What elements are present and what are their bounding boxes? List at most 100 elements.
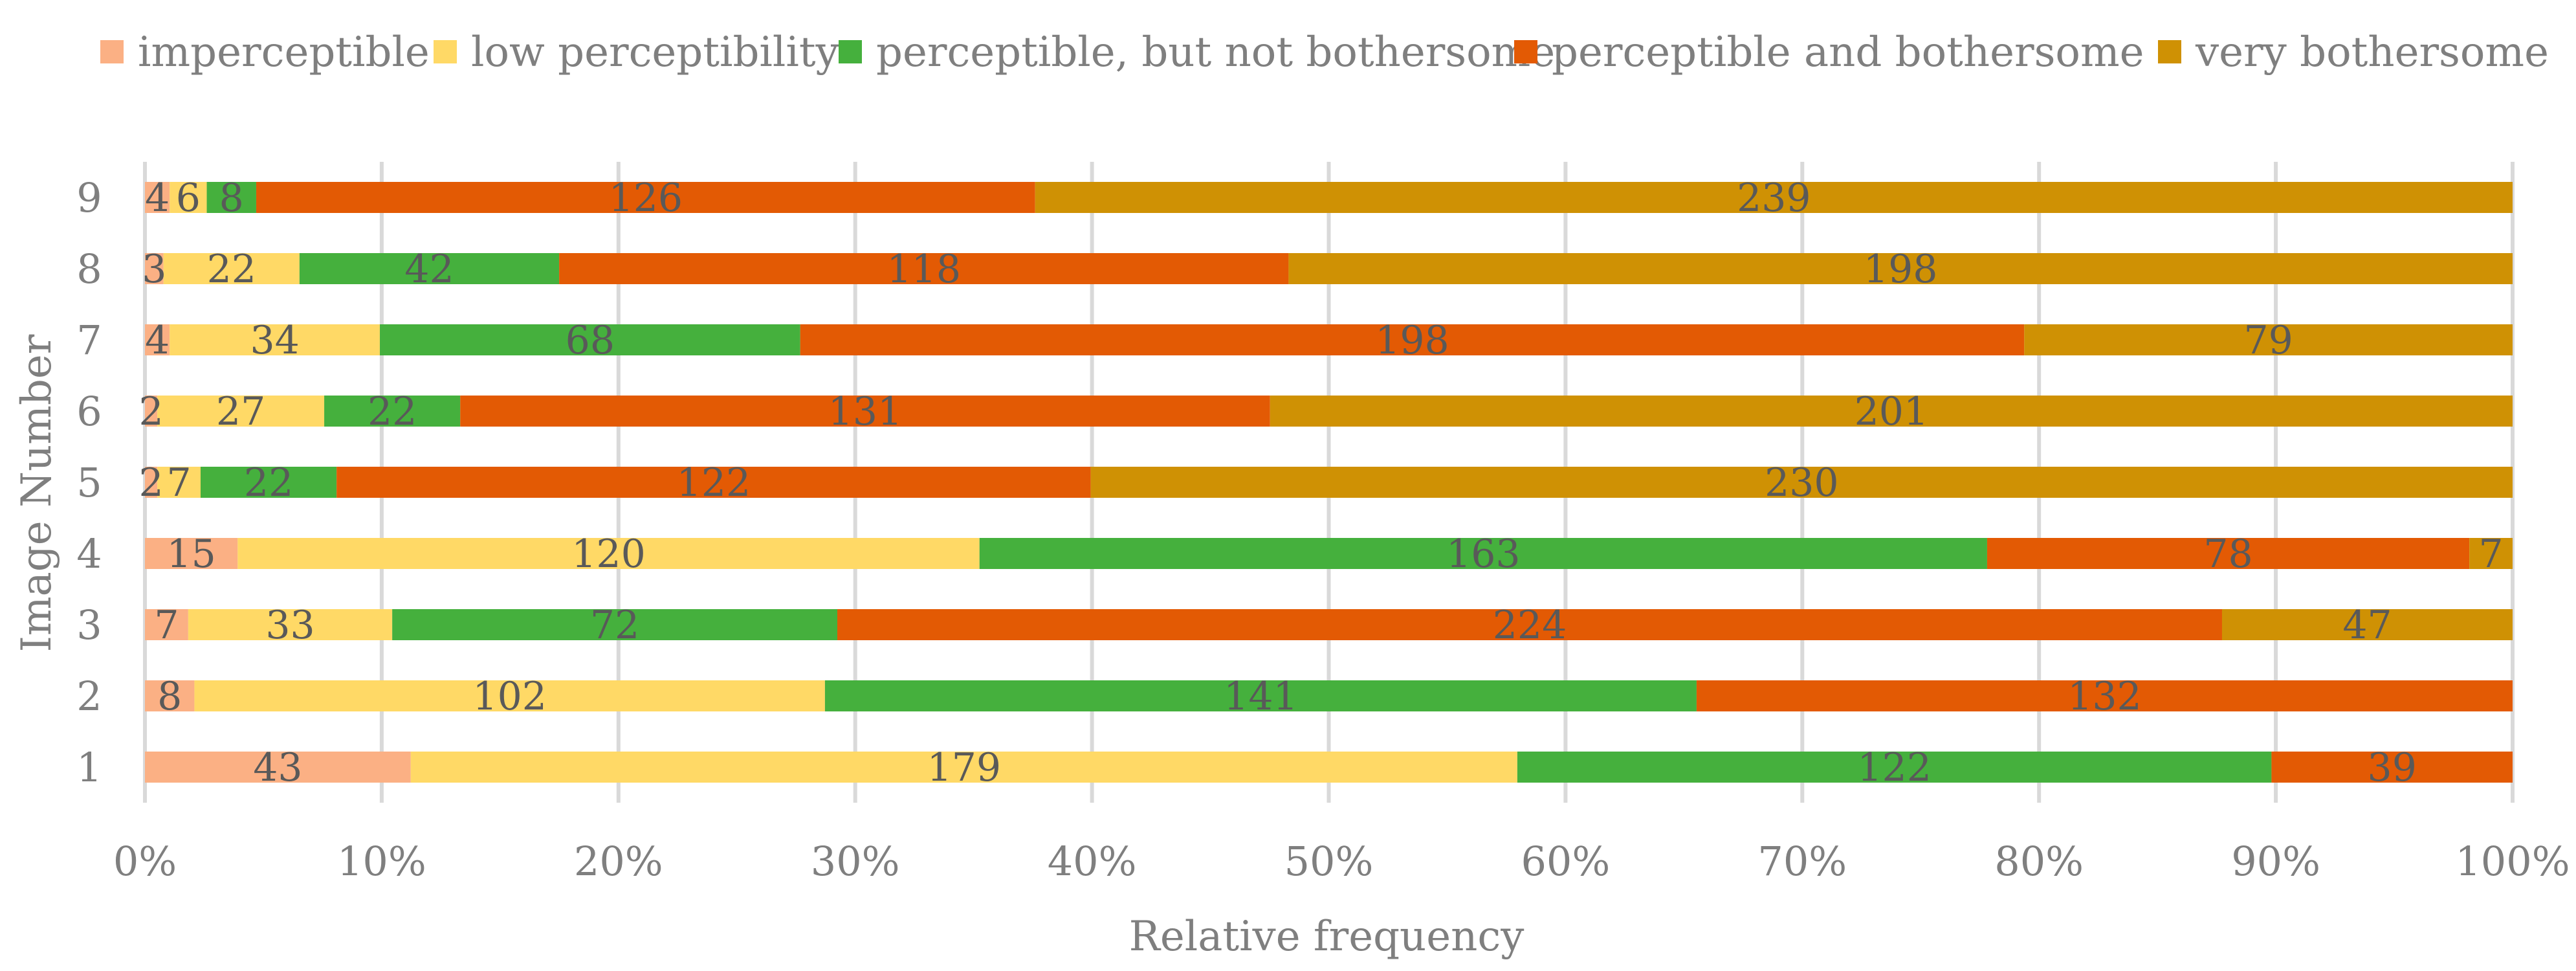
bar-segment: [2271, 752, 2513, 783]
data-label: 163: [1446, 531, 1521, 577]
data-label: 224: [1493, 603, 1567, 648]
x-tick-label: 0%: [113, 838, 177, 885]
bar-segment: [145, 253, 164, 284]
x-tick-label: 50%: [1284, 838, 1374, 885]
data-label: 43: [253, 745, 302, 790]
x-tick-label: 40%: [1048, 838, 1137, 885]
data-label: 118: [886, 247, 961, 292]
x-tick-label: 70%: [1757, 838, 1847, 885]
legend-swatch: [2158, 40, 2181, 63]
data-label: 68: [566, 318, 615, 363]
x-axis-ticks: 0% 10% 20% 30% 40% 50% 60% 70% 80% 90% 100%: [113, 838, 2570, 885]
data-label: 102: [472, 674, 547, 719]
data-label: 132: [2067, 674, 2142, 719]
data-label: 7: [154, 603, 179, 648]
legend-swatch: [839, 40, 862, 63]
bar-segment: [206, 182, 256, 213]
bar-segment: [1090, 467, 2513, 498]
data-label: 4: [145, 318, 170, 363]
y-tick-label: 6: [76, 388, 102, 435]
bar-segment: [170, 324, 380, 355]
data-label: 126: [609, 175, 683, 221]
y-tick-label: 5: [76, 459, 102, 506]
data-label: 120: [571, 531, 646, 577]
legend-label: perceptible and bothersome: [1552, 28, 2144, 76]
bar-segment: [979, 538, 1987, 569]
bar-segment: [145, 609, 188, 640]
x-tick-label: 90%: [2231, 838, 2320, 885]
y-tick-label: 1: [76, 744, 102, 791]
bar-segment: [163, 253, 300, 284]
data-label: 34: [250, 318, 299, 363]
legend-swatch: [434, 40, 457, 63]
y-tick-label: 8: [76, 245, 102, 293]
bar-segment: [800, 324, 2025, 355]
data-label: 131: [828, 389, 903, 434]
bar-segment: [157, 467, 201, 498]
y-tick-label: 2: [76, 673, 102, 720]
data-label: 4: [145, 175, 170, 221]
bar-segment: [145, 538, 238, 569]
legend-swatch: [100, 40, 124, 63]
bar-segment: [145, 467, 158, 498]
data-label: 2: [138, 389, 163, 434]
x-tick-label: 20%: [574, 838, 663, 885]
bar-segment: [194, 680, 825, 711]
legend-label: very bothersome: [2195, 28, 2549, 76]
bar-segment: [145, 752, 411, 783]
bar-segment: [1288, 253, 2513, 284]
x-tick-label: 80%: [1994, 838, 2084, 885]
bar-segment: [256, 182, 1035, 213]
bar-segment: [200, 467, 337, 498]
bar-segment: [559, 253, 1289, 284]
bar-segment: [1270, 396, 2513, 427]
bar-segment: [170, 182, 207, 213]
x-axis-title: Relative frequency: [1129, 913, 1525, 961]
bar-segment: [392, 609, 837, 640]
x-tick-label: 100%: [2455, 838, 2570, 885]
data-label: 22: [368, 389, 417, 434]
bar-segment: [2469, 538, 2513, 569]
data-label: 2: [138, 460, 163, 506]
data-label: 179: [927, 745, 1002, 790]
y-tick-label: 3: [76, 601, 102, 649]
data-label: 33: [265, 603, 314, 648]
bar-segment: [299, 253, 560, 284]
data-label: 198: [1864, 247, 1938, 292]
bar-segment: [1517, 752, 2272, 783]
data-label: 42: [404, 247, 454, 292]
bar-segment: [824, 680, 1697, 711]
bar-segment: [2024, 324, 2513, 355]
legend: imperceptible low perceptibility perceptib…: [100, 28, 2549, 76]
data-label: 27: [216, 389, 265, 434]
data-label: 122: [1857, 745, 1932, 790]
x-tick-label: 10%: [337, 838, 426, 885]
data-label: 230: [1765, 460, 1839, 506]
x-tick-label: 60%: [1521, 838, 1610, 885]
bar-segment: [2221, 609, 2513, 640]
bar-segment: [145, 680, 195, 711]
data-label: 72: [590, 603, 639, 648]
data-label: 8: [157, 674, 182, 719]
bar-segment: [145, 182, 170, 213]
data-label: 201: [1855, 389, 1929, 434]
legend-label: low perceptibility: [471, 28, 839, 76]
data-label: 39: [2368, 745, 2417, 790]
data-label: 47: [2342, 603, 2392, 648]
bar-segment: [1987, 538, 2470, 569]
bar-segment: [188, 609, 393, 640]
data-label: 6: [176, 175, 201, 221]
bars: [145, 182, 2513, 783]
data-label: 7: [166, 460, 191, 506]
bar-segment: [837, 609, 2222, 640]
data-label: 22: [244, 460, 293, 506]
bar-segment: [157, 396, 325, 427]
data-label: 239: [1737, 175, 1811, 221]
y-axis-ticks: 1 2 3 4 5 6 7 8 9: [76, 174, 102, 791]
y-tick-label: 4: [76, 530, 102, 577]
data-label: 79: [2243, 318, 2293, 363]
y-tick-label: 7: [76, 317, 102, 364]
bar-segment: [380, 324, 800, 355]
bar-segment: [324, 396, 461, 427]
